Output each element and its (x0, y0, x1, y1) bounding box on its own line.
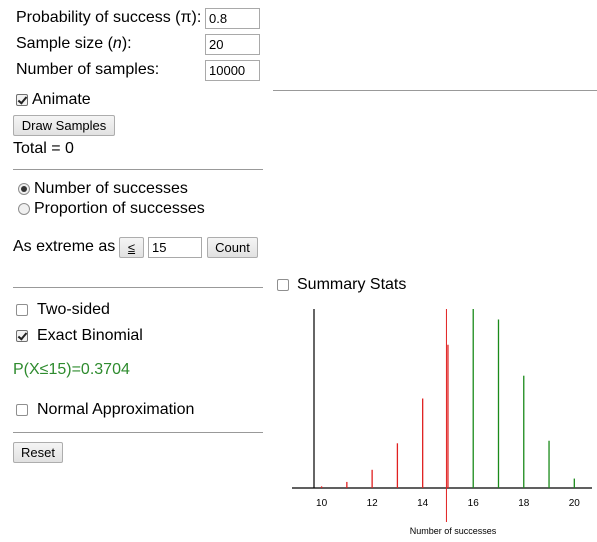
as-extreme-as-label: As extreme as (13, 238, 116, 255)
sample-size-input[interactable] (205, 34, 260, 55)
animate-checkbox[interactable] (16, 94, 28, 106)
probability-label: Probability of success (π): (16, 9, 202, 26)
proportion-of-successes-label: Proportion of successes (34, 200, 205, 217)
divider-right (273, 90, 597, 91)
number-of-successes-radio[interactable] (18, 183, 30, 195)
total-text: Total = 0 (13, 140, 74, 157)
exact-binomial-label: Exact Binomial (37, 327, 143, 344)
divider-3 (13, 432, 263, 433)
draw-samples-button[interactable]: Draw Samples (13, 115, 115, 136)
animate-label: Animate (32, 91, 91, 108)
divider-2 (13, 287, 263, 288)
x-tick-label: 14 (417, 498, 429, 509)
count-button[interactable]: Count (207, 237, 258, 258)
x-tick-label: 20 (569, 498, 581, 509)
proportion-of-successes-radio[interactable] (18, 203, 30, 215)
summary-stats-checkbox[interactable] (277, 279, 289, 291)
extreme-value-input[interactable] (148, 237, 202, 258)
probability-result: P(X≤15)=0.3704 (13, 361, 130, 378)
number-of-successes-label: Number of successes (34, 180, 188, 197)
summary-stats-label: Summary Stats (297, 276, 407, 293)
sample-size-label: Sample size (n): (16, 35, 132, 52)
x-axis-label: Number of successes (410, 526, 497, 536)
normal-approximation-label: Normal Approximation (37, 401, 195, 418)
x-tick-label: 18 (518, 498, 530, 509)
two-sided-checkbox[interactable] (16, 304, 28, 316)
reset-button[interactable]: Reset (13, 442, 63, 463)
exact-binomial-checkbox[interactable] (16, 330, 28, 342)
x-tick-label: 12 (367, 498, 379, 509)
probability-input[interactable] (205, 8, 260, 29)
number-of-samples-input[interactable] (205, 60, 260, 81)
normal-approximation-checkbox[interactable] (16, 404, 28, 416)
divider-1 (13, 169, 263, 170)
x-tick-label: 16 (468, 498, 480, 509)
two-sided-label: Two-sided (37, 301, 110, 318)
number-of-samples-label: Number of samples: (16, 61, 160, 78)
comparison-operator-button[interactable]: ≤ (119, 237, 144, 258)
x-tick-label: 10 (316, 498, 328, 509)
